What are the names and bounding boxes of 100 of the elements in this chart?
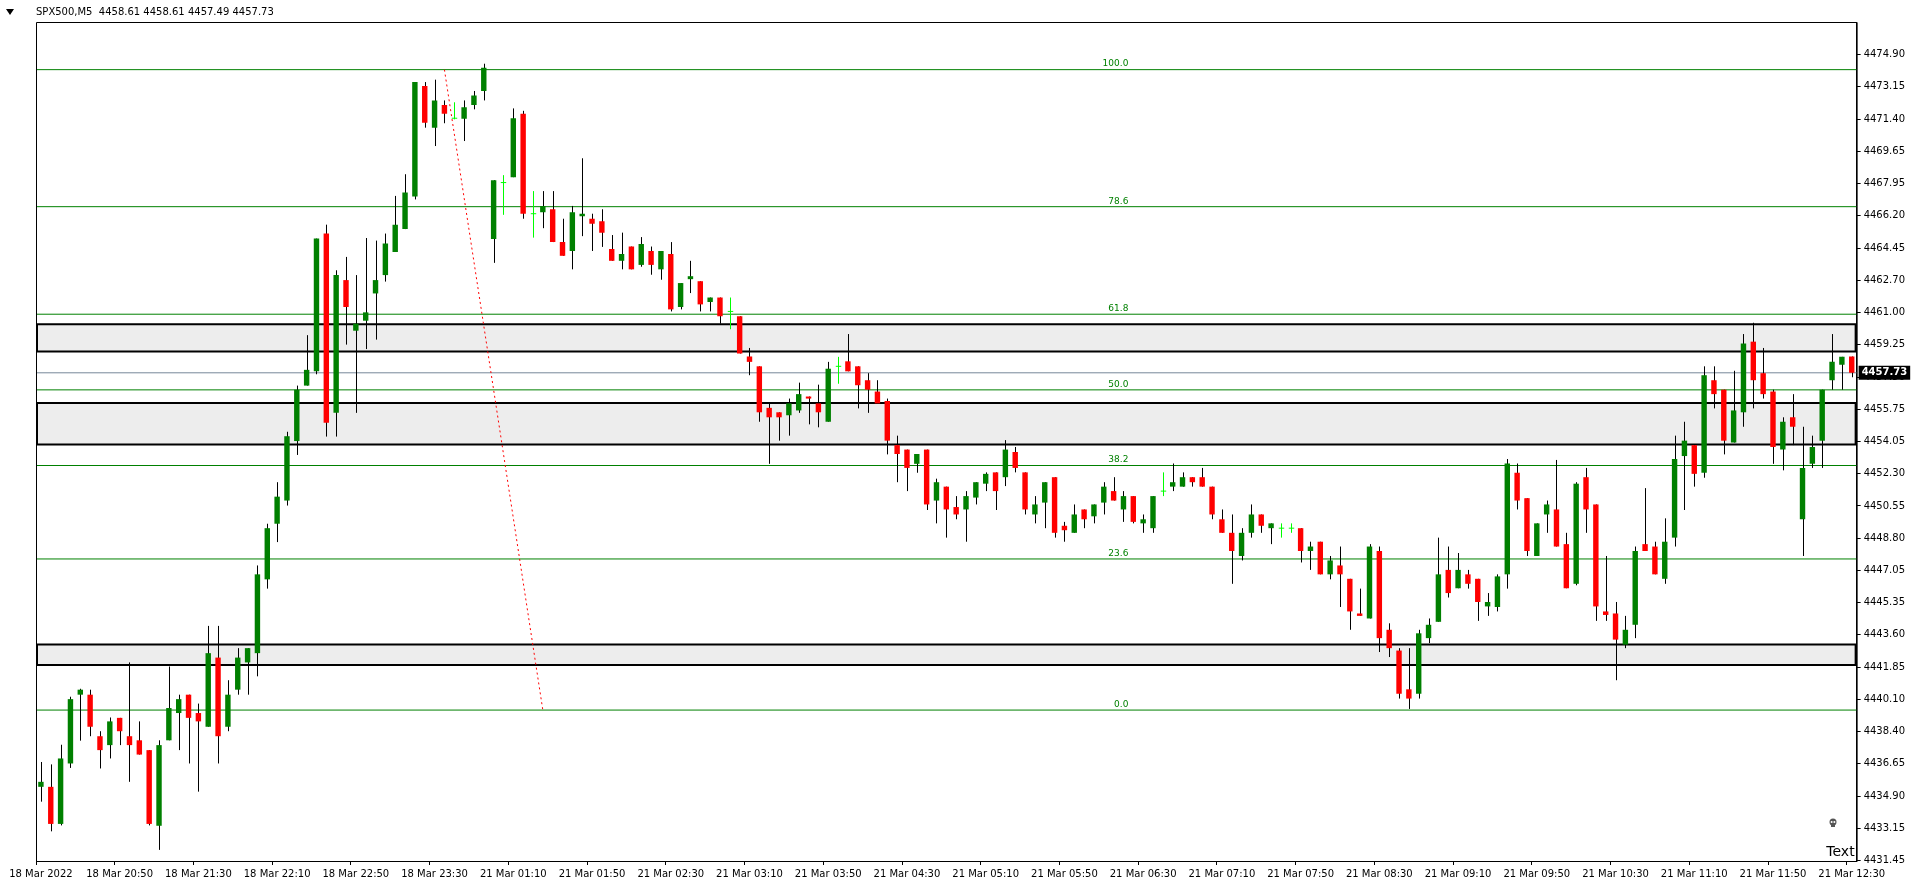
y-tick-label: 4445.35: [1863, 595, 1906, 607]
annotation: 23.6: [1108, 547, 1129, 558]
candlestick: [589, 213, 595, 252]
candlestick: [638, 236, 644, 268]
candlestick: [648, 246, 654, 276]
candlestick: [185, 694, 192, 764]
y-tick-label: 4450.55: [1863, 499, 1906, 511]
y-tick-label: 4459.25: [1863, 338, 1906, 350]
candlestick: [1297, 527, 1304, 563]
y-tick-label: 4462.70: [1863, 274, 1906, 286]
candlestick: [835, 356, 842, 385]
candlestick: [1160, 471, 1167, 497]
x-tick-label: 18 Mar 2022: [9, 867, 73, 879]
annotation: 0.0: [1114, 698, 1129, 709]
x-tick-label: 21 Mar 05:50: [1031, 867, 1098, 879]
x-tick-label: 21 Mar 07:50: [1267, 867, 1334, 879]
candlestick: [1042, 481, 1048, 529]
x-tick-label: 21 Mar 12:30: [1818, 867, 1886, 879]
y-tick-label: 4466.20: [1863, 209, 1906, 221]
candlestick: [1071, 503, 1077, 534]
candlestick: [1229, 513, 1235, 585]
annotation: 78.6: [1108, 195, 1129, 206]
y-tick-label: 4433.15: [1863, 822, 1906, 834]
chart-title: SPX500,M5 4458.61 4458.61 4457.49 4457.73: [36, 5, 274, 17]
y-tick-label: 4440.10: [1863, 693, 1906, 705]
y-tick-label: 4436.65: [1863, 757, 1906, 769]
annotation: 50.0: [1108, 378, 1129, 389]
y-tick-label: 4452.30: [1863, 467, 1906, 479]
candlestick: [441, 99, 448, 124]
candlestick: [973, 481, 979, 505]
candlestick: [1140, 513, 1146, 534]
x-tick-label: 18 Mar 23:30: [401, 867, 468, 879]
y-tick-label: 4448.80: [1863, 531, 1906, 543]
y-tick-label: 4467.95: [1863, 176, 1906, 188]
candlestick: [530, 190, 537, 239]
candlestick: [471, 90, 477, 110]
y-tick-label: 4431.45: [1863, 853, 1906, 865]
candlestick: [1642, 487, 1648, 552]
candlestick: [609, 234, 615, 262]
x-tick-label: 21 Mar 03:10: [716, 867, 783, 879]
candlestick: [982, 471, 989, 492]
annotation: 61.8: [1108, 303, 1129, 314]
x-tick-label: 21 Mar 06:30: [1109, 867, 1177, 879]
y-tick-label: 4455.75: [1863, 403, 1906, 415]
candlestick: [1268, 522, 1274, 545]
annotation: 100.0: [1102, 58, 1129, 69]
x-tick-label: 21 Mar 04:30: [873, 867, 941, 879]
x-tick-label: 21 Mar 01:50: [558, 867, 626, 879]
candlestick: [1091, 503, 1097, 524]
candlestick: [1219, 508, 1225, 534]
candlestick: [1248, 503, 1255, 539]
x-tick-label: 21 Mar 03:50: [794, 867, 862, 879]
candlestick: [1337, 546, 1343, 608]
candlestick: [1475, 578, 1481, 622]
candlestick: [1543, 500, 1550, 534]
candlestick: [687, 260, 694, 294]
candlestick: [97, 730, 103, 769]
x-tick-label: 21 Mar 07:10: [1188, 867, 1256, 879]
candlestick: [618, 232, 625, 270]
candlestick: [1278, 522, 1285, 539]
candlestick: [953, 495, 959, 520]
candlestick: [1465, 569, 1471, 590]
x-tick-label: 21 Mar 10:30: [1582, 867, 1649, 879]
candlestick: [904, 449, 910, 492]
y-tick-label: 4464.45: [1863, 241, 1906, 253]
candlestick: [1081, 508, 1087, 529]
ref-line-label: 4457.73: [1861, 366, 1908, 378]
candlestick: [1356, 588, 1363, 617]
candlestick: [1288, 522, 1295, 534]
x-tick-label: 18 Mar 21:30: [164, 867, 232, 879]
candlestick: [658, 250, 664, 281]
candlestick: [1602, 555, 1609, 622]
x-tick-label: 21 Mar 11:50: [1739, 867, 1807, 879]
x-tick-label: 21 Mar 05:10: [952, 867, 1020, 879]
candlestick: [727, 297, 734, 330]
candlestick: [697, 280, 703, 312]
candlestick: [992, 471, 999, 511]
candlestick: [559, 218, 566, 257]
candlestick: [500, 174, 507, 216]
y-tick-label: 4474.90: [1863, 48, 1906, 60]
y-tick-label: 4471.40: [1863, 112, 1906, 124]
candlestick: [451, 101, 458, 120]
candlestick: [1120, 490, 1127, 523]
candlestick: [107, 716, 113, 759]
x-tick-label: 21 Mar 02:30: [637, 867, 705, 879]
candlestick: [116, 717, 123, 746]
x-tick-label: 21 Mar 09:50: [1503, 867, 1571, 879]
candlestick: [1445, 546, 1451, 599]
y-tick-label: 4447.05: [1863, 564, 1906, 576]
candlestick: [1199, 467, 1205, 488]
candlestick: [776, 411, 782, 442]
y-tick-label: 4454.05: [1863, 434, 1906, 446]
x-tick-label: 18 Mar 22:10: [243, 867, 311, 879]
x-tick-label: 21 Mar 08:30: [1345, 867, 1413, 879]
candlestick: [1110, 476, 1117, 502]
x-tick-label: 18 Mar 22:50: [322, 867, 390, 879]
candlestick: [599, 208, 605, 248]
y-tick-label: 4461.00: [1863, 305, 1906, 317]
annotation: Text: [1825, 842, 1856, 859]
candlestick: [677, 282, 684, 310]
